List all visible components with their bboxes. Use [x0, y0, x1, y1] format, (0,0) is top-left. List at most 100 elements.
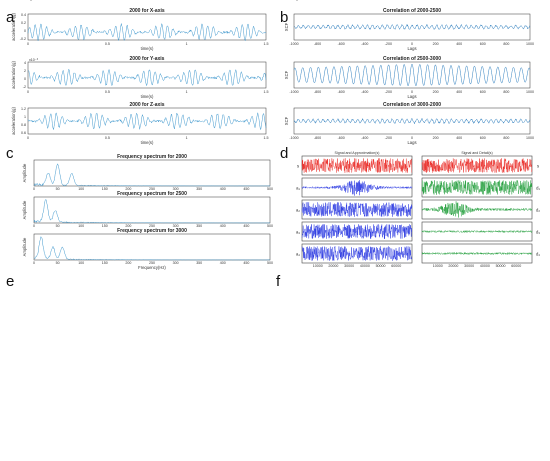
- y-tick-label: -0.2: [20, 37, 26, 41]
- x-tick-label: 350: [196, 261, 202, 265]
- panel-label-f: f: [276, 273, 281, 290]
- signal-line: [27, 68, 267, 87]
- x-tick-label: 400: [220, 224, 226, 228]
- x-tick-label: 1: [186, 90, 188, 94]
- x-tick-label: 100: [78, 261, 84, 265]
- correlation-line: [293, 117, 531, 125]
- x-tick-label: 0: [411, 42, 413, 46]
- x-tick-label: 200: [125, 261, 131, 265]
- x-tick-label: 0: [411, 90, 413, 94]
- x-tick-label: 250: [149, 187, 155, 191]
- x-tick-label: 0: [27, 90, 29, 94]
- x-tick-label: 0.5: [105, 90, 110, 94]
- x-tick-label: 1000: [526, 136, 534, 140]
- x-tick-label: 150: [102, 261, 108, 265]
- plot-title: 2000 for Z-axis: [129, 102, 164, 108]
- y-tick-label: 0.2: [21, 21, 26, 25]
- y-tick-label: 1.2: [21, 107, 26, 111]
- x-tick-label: -800: [314, 42, 321, 46]
- x-tick-label: 100: [78, 187, 84, 191]
- x-tick-label: 800: [503, 42, 509, 46]
- x-tick-label: 0: [27, 136, 29, 140]
- x-tick-label: 20000: [448, 264, 458, 268]
- x-tick-label: 250: [149, 224, 155, 228]
- plot-title: Frequency spectrum for 2000: [117, 154, 187, 160]
- x-tick-label: 150: [102, 187, 108, 191]
- row-label: a₂: [296, 208, 300, 213]
- x-tick-label: 50: [56, 187, 60, 191]
- y-tick-label: -2: [23, 85, 26, 89]
- exponent-label: x10⁻³: [29, 58, 39, 62]
- decomposition-line: [421, 158, 533, 174]
- x-tick-label: 50000: [496, 264, 506, 268]
- x-tick-label: 1.5: [264, 42, 269, 46]
- x-tick-label: 10000: [433, 264, 443, 268]
- x-tick-label: 40000: [480, 264, 490, 268]
- panel-label-a: a: [6, 9, 15, 26]
- y-tick-label: 0: [24, 29, 26, 33]
- row-label: a₃: [296, 230, 300, 235]
- x-tick-label: 30000: [464, 264, 474, 268]
- x-tick-label: 0: [33, 224, 35, 228]
- x-axis-label: time(s): [141, 94, 154, 99]
- plot-title: Frequency spectrum for 3000: [117, 228, 187, 234]
- x-tick-label: 30000: [344, 264, 354, 268]
- plot-frame: [293, 61, 531, 89]
- x-tick-label: -800: [314, 136, 321, 140]
- x-axis-label: Frequency(Hz): [138, 265, 166, 270]
- x-tick-label: -1000: [289, 42, 298, 46]
- x-tick-label: 200: [433, 136, 439, 140]
- decomposition-line: [421, 201, 533, 218]
- row-label: d₁: [536, 186, 540, 191]
- x-tick-label: 400: [220, 187, 226, 191]
- x-tick-label: -1000: [289, 90, 298, 94]
- x-tick-label: 500: [267, 224, 273, 228]
- x-axis-label: Lags: [407, 140, 416, 145]
- x-tick-label: 600: [480, 136, 486, 140]
- column-title: Signal and Approximation(s): [335, 151, 380, 155]
- y-tick-label: 4: [24, 61, 26, 65]
- x-tick-label: 50000: [376, 264, 386, 268]
- x-tick-label: -400: [361, 42, 368, 46]
- decomposition-line: [301, 158, 413, 173]
- y-axis-label: acceleration(g): [11, 107, 16, 135]
- x-tick-label: 800: [503, 136, 509, 140]
- y-axis-label: Amplitude: [22, 163, 27, 182]
- row-label: s: [537, 164, 539, 169]
- panel-label-e: e: [6, 273, 14, 290]
- correlation-line: [293, 63, 531, 86]
- plot-frame: [27, 13, 267, 41]
- x-tick-label: -600: [338, 90, 345, 94]
- x-tick-label: -200: [385, 42, 392, 46]
- x-tick-label: 200: [125, 187, 131, 191]
- plot-title: Correlation of 3000-2000: [383, 102, 441, 108]
- y-tick-label: 0.8: [21, 123, 26, 127]
- x-tick-label: 350: [196, 187, 202, 191]
- x-tick-label: 100: [78, 224, 84, 228]
- spectrum-line: [33, 236, 270, 261]
- x-tick-label: 1: [186, 136, 188, 140]
- signal-line: [27, 112, 267, 131]
- plot-frame: [33, 159, 271, 187]
- x-tick-label: 600: [480, 90, 486, 94]
- x-tick-label: 50: [56, 261, 60, 265]
- x-tick-label: 150: [102, 224, 108, 228]
- x-tick-label: 300: [173, 224, 179, 228]
- row-label: a₄: [296, 252, 300, 257]
- x-axis-label: Lags: [407, 46, 416, 51]
- y-axis-label: acceleration(g): [11, 13, 16, 41]
- x-tick-label: 450: [243, 261, 249, 265]
- x-tick-label: 600: [480, 42, 486, 46]
- decomposition-line: [301, 245, 413, 261]
- row-label: s: [297, 164, 299, 169]
- y-axis-label: XCF: [284, 116, 289, 125]
- x-tick-label: 250: [149, 261, 155, 265]
- plot-title: 2000 for Y-axis: [130, 56, 165, 62]
- plot-title: Correlation of 2000-2500: [383, 8, 441, 14]
- x-tick-label: -400: [361, 136, 368, 140]
- x-tick-label: -400: [361, 90, 368, 94]
- x-tick-label: 20000: [328, 264, 338, 268]
- x-tick-label: 60000: [391, 264, 401, 268]
- x-tick-label: -200: [385, 90, 392, 94]
